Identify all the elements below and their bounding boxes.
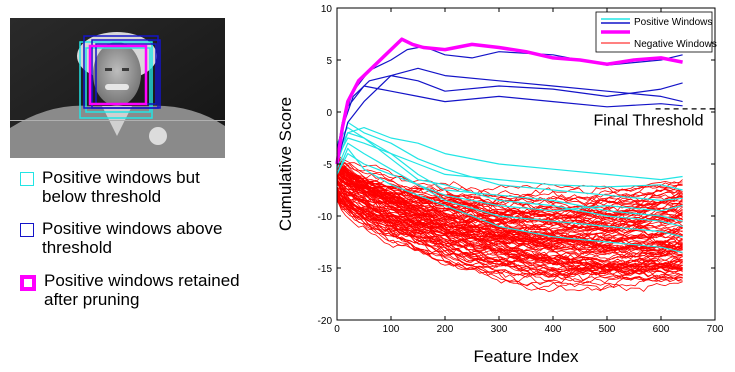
negative-window-line	[336, 157, 683, 242]
chart-legend: Positive Windows Negative Windows	[595, 11, 717, 53]
legend-label-negative: Negative Windows	[634, 39, 717, 50]
above-threshold-line	[336, 67, 683, 165]
negative-window-line	[336, 156, 683, 278]
y-tick-label: -20	[318, 316, 333, 327]
below-threshold-line	[336, 147, 683, 253]
y-tick-label: -5	[323, 160, 332, 171]
negative-window-line	[336, 170, 683, 292]
y-tick-label: 0	[326, 108, 332, 119]
negative-window-line	[336, 169, 683, 282]
negative-window-line	[336, 178, 683, 283]
tick-layer: 0 100 200 300 400 500 600 700 -20 -15 -10 -5 0 5 10	[318, 4, 724, 335]
photo-eye-left	[105, 68, 112, 71]
x-tick-label: 500	[599, 324, 616, 335]
negative-window-line	[336, 170, 683, 218]
negative-window-line	[336, 183, 683, 219]
legend-label-above-threshold: Positive windows above threshold	[42, 219, 223, 257]
photo-face	[93, 42, 141, 106]
window-below-threshold	[79, 41, 153, 119]
x-tick-label: 100	[383, 324, 400, 335]
swatch-below-threshold	[20, 172, 34, 186]
negative-window-line	[336, 176, 683, 238]
negative-window-line	[336, 188, 683, 281]
legend-label-retained: Positive windows retained after pruning	[44, 271, 240, 309]
swatch-above-threshold	[20, 223, 34, 237]
window-below-threshold	[85, 47, 151, 113]
y-tick-label: -15	[318, 264, 333, 275]
y-tick-label: 5	[326, 56, 332, 67]
x-axis-label: Feature Index	[474, 347, 579, 366]
final-threshold-label: Final Threshold	[594, 113, 704, 130]
below-threshold-line	[336, 137, 683, 222]
swatch-retained	[20, 275, 36, 291]
legend-item-retained: Positive windows retained after pruning	[20, 271, 244, 309]
below-threshold-line	[336, 121, 683, 201]
below-threshold-line	[336, 132, 683, 227]
legend-item-above-threshold: Positive windows above threshold	[20, 219, 242, 257]
face-detection-photo	[10, 18, 225, 158]
negative-window-line	[336, 182, 683, 244]
x-tick-label: 200	[437, 324, 454, 335]
negative-window-line	[336, 154, 683, 267]
y-tick-label: 10	[321, 4, 333, 15]
window-above-threshold	[91, 39, 161, 109]
photo-mustache	[105, 84, 129, 90]
legend-label-below-threshold: Positive windows but below threshold	[42, 168, 200, 206]
below-threshold-line	[336, 153, 683, 212]
x-tick-label: 0	[334, 324, 340, 335]
negative-window-line	[336, 180, 683, 232]
photo-badge	[149, 127, 167, 145]
below-threshold-line	[336, 127, 683, 181]
negative-window-line	[336, 175, 683, 263]
negative-window-line	[336, 173, 683, 240]
negative-window-line	[336, 166, 683, 226]
below-threshold-line	[336, 127, 683, 191]
photo-eye-right	[122, 68, 129, 71]
cumulative-score-chart: 0 100 200 300 400 500 600 700 -20 -15 -10 -5 0 5 10 Fi…	[276, 4, 724, 366]
x-tick-label: 300	[491, 324, 508, 335]
legend-item-below-threshold: Positive windows but below threshold	[20, 168, 242, 206]
x-tick-label: 600	[653, 324, 670, 335]
x-tick-label: 400	[545, 324, 562, 335]
legend-label-positive: Positive Windows	[634, 17, 712, 28]
x-tick-label: 700	[707, 324, 724, 335]
negative-window-line	[336, 181, 683, 278]
above-threshold-line	[336, 85, 683, 149]
photo-scanline	[10, 120, 225, 121]
y-axis-label: Cumulative Score	[276, 97, 295, 231]
pruned-window-line	[335, 37, 683, 165]
negative-window-line	[336, 199, 683, 285]
below-threshold-line	[336, 142, 683, 238]
y-tick-label: -10	[318, 212, 333, 223]
series-layer	[335, 37, 683, 293]
negative-window-line	[336, 170, 683, 206]
window-retained	[88, 44, 148, 106]
negative-window-line	[336, 180, 683, 276]
negative-window-line	[336, 197, 683, 241]
